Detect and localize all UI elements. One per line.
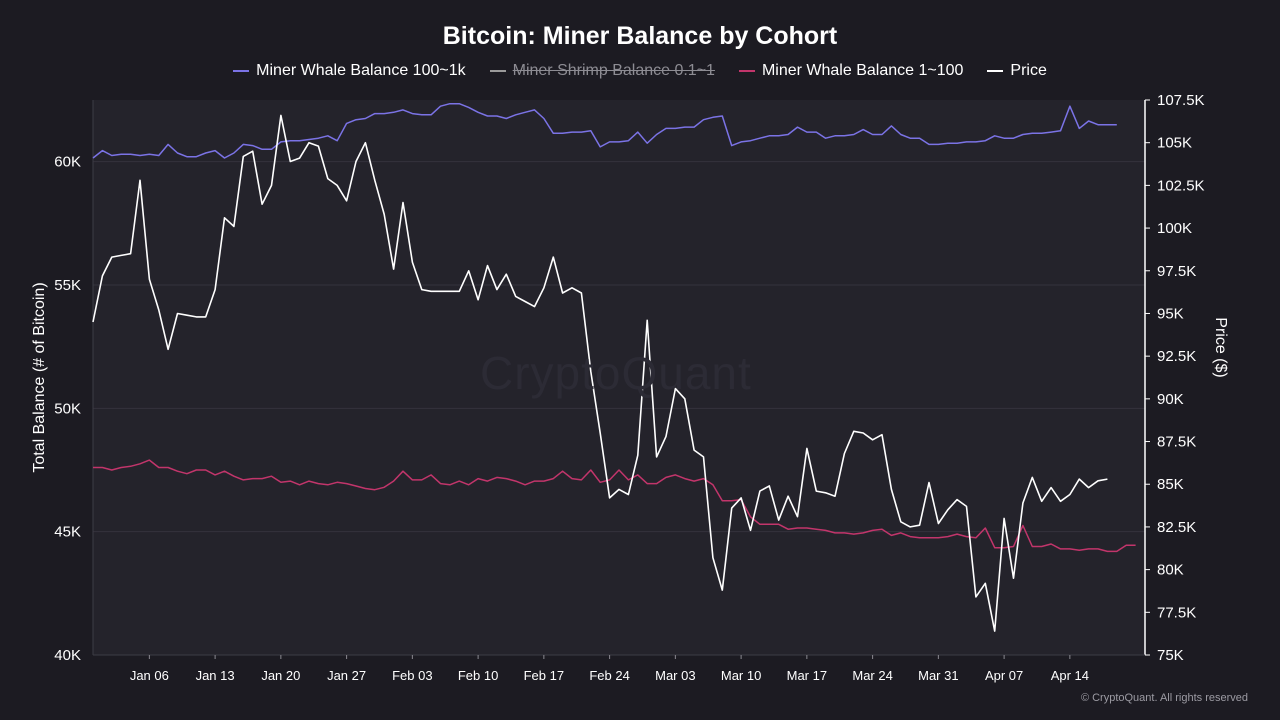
legend-label: Price xyxy=(1010,62,1047,79)
chart-legend: Miner Whale Balance 100~1k Miner Shrimp … xyxy=(0,62,1280,80)
series-line-miner-whale-balance-100-1k[interactable] xyxy=(92,102,1117,159)
chart-title: Bitcoin: Miner Balance by Cohort xyxy=(442,22,838,50)
right-tick-label: 97.5K xyxy=(1157,263,1196,280)
right-tick-label: 100K xyxy=(1157,220,1192,237)
x-tick-label: Jan 13 xyxy=(196,668,235,683)
legend-item-price[interactable]: Price xyxy=(987,62,1047,80)
right-tick-label: 77.5K xyxy=(1157,604,1196,621)
x-tick-label: Mar 03 xyxy=(655,668,695,683)
x-tick-label: Mar 10 xyxy=(721,668,761,683)
x-tick-label: Feb 24 xyxy=(589,668,629,683)
x-tick-label: Jan 06 xyxy=(130,668,169,683)
right-tick-label: 75K xyxy=(1157,647,1184,664)
right-tick-label: 92.5K xyxy=(1157,348,1196,365)
left-tick-label: 40K xyxy=(54,647,81,664)
series-line-price[interactable] xyxy=(92,114,1108,632)
right-axis-title: Price ($) xyxy=(1212,317,1229,377)
copyright-text: © CryptoQuant. All rights reserved xyxy=(1080,692,1248,704)
legend-item-miner-whale-100-1k[interactable]: Miner Whale Balance 100~1k xyxy=(233,62,466,80)
right-tick-label: 102.5K xyxy=(1157,177,1205,194)
legend-label: Miner Whale Balance 100~1k xyxy=(256,62,466,79)
x-tick-label: Jan 20 xyxy=(261,668,300,683)
x-tick-label: Jan 27 xyxy=(327,668,366,683)
x-tick-label: Feb 10 xyxy=(458,668,498,683)
right-tick-label: 82.5K xyxy=(1157,519,1196,536)
right-tick-label: 105K xyxy=(1157,135,1192,152)
x-tick-label: Apr 07 xyxy=(985,668,1023,683)
right-tick-label: 95K xyxy=(1157,305,1184,322)
series-line-miner-whale-balance-1-100[interactable] xyxy=(93,459,1136,553)
x-tick-label: Apr 14 xyxy=(1051,668,1089,683)
x-tick-label: Mar 31 xyxy=(918,668,958,683)
legend-label: Miner Whale Balance 1~100 xyxy=(761,62,964,79)
legend-item-miner-whale-1-100[interactable]: Miner Whale Balance 1~100 xyxy=(738,62,964,80)
left-axis-title: Total Balance (# of Bitcoin) xyxy=(31,282,48,472)
watermark-logo: CryptoQuant xyxy=(480,347,752,399)
right-tick-label: 80K xyxy=(1157,562,1184,579)
legend-swatch-icon xyxy=(738,70,755,72)
legend-swatch-icon xyxy=(233,70,250,72)
left-tick-label: 45K xyxy=(54,524,81,541)
right-tick-label: 90K xyxy=(1157,391,1184,408)
right-tick-label: 85K xyxy=(1157,476,1184,493)
x-tick-label: Mar 24 xyxy=(852,668,892,683)
legend-swatch-icon xyxy=(987,70,1004,72)
legend-swatch-icon xyxy=(489,70,506,72)
right-tick-label: 107.5K xyxy=(1157,92,1205,109)
left-tick-label: 60K xyxy=(54,154,81,171)
x-tick-label: Feb 03 xyxy=(392,668,432,683)
legend-item-miner-shrimp[interactable]: Miner Shrimp Balance 0.1~1 xyxy=(489,62,715,80)
left-tick-label: 55K xyxy=(54,277,81,294)
right-tick-label: 87.5K xyxy=(1157,434,1196,451)
legend-label: Miner Shrimp Balance 0.1~1 xyxy=(512,62,715,79)
left-tick-label: 50K xyxy=(54,400,81,417)
x-tick-label: Mar 17 xyxy=(787,668,827,683)
x-tick-label: Feb 17 xyxy=(524,668,564,683)
